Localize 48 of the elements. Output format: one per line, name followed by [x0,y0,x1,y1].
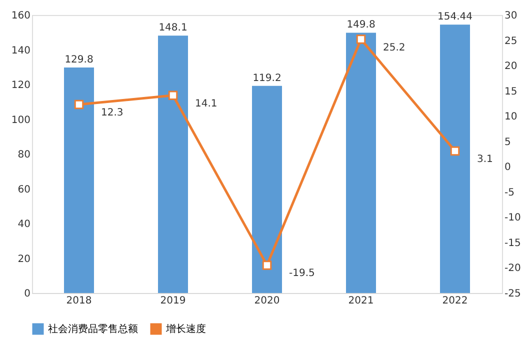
y-tick-label: 120 [11,80,30,91]
y2-tick-label: 30 [504,10,518,22]
bar [346,32,376,293]
y2-tick-label: -20 [504,263,521,274]
y2-tick-label: -10 [504,212,521,224]
x-tick-label: 2022 [442,296,468,306]
y-tick-label: 80 [18,150,30,160]
data-label: 14.1 [195,98,218,110]
y-tick-label: 20 [18,254,30,265]
point [450,146,460,156]
y2-tick-label: 5 [504,136,511,148]
data-label: 149.8 [346,20,376,31]
y2-tick-label: -5 [504,187,514,198]
point [74,100,84,110]
data-label: 25.2 [383,42,406,54]
data-label: 154.44 [438,12,472,23]
y2-tick-label: 25 [504,36,518,47]
y-tick-label: 160 [11,10,30,22]
legend-label: 社会消费品零售总额 [48,323,138,335]
x-tick-label: 2019 [160,296,186,306]
y2-tick-label: -15 [504,238,521,249]
legend-label: 增长速度 [165,323,206,335]
bar [158,36,188,293]
data-label: 3.1 [477,154,493,165]
y-tick-label: 40 [18,219,30,230]
y-tick-label: 60 [18,184,30,196]
point [262,260,272,270]
y2-tick-label: 15 [504,86,518,98]
x-tick-label: 2020 [254,296,280,306]
x-tick-label: 2018 [66,296,92,306]
x-tick-label: 2021 [348,296,374,306]
bar [252,86,282,293]
y-tick-label: 0 [24,288,30,300]
y2-tick-label: 0 [504,162,511,174]
y-tick-label: 140 [11,45,30,56]
data-label: 119.2 [252,72,282,84]
y2-tick-label: 10 [504,112,518,123]
data-label: 12.3 [101,107,124,118]
data-label: 148.1 [158,22,188,34]
point [168,90,178,100]
bar [440,24,470,293]
y2-tick-label: 20 [504,61,518,72]
bar [64,67,94,293]
data-label: 129.8 [64,54,94,66]
y-tick-label: 100 [11,114,30,126]
data-label: -19.5 [289,268,315,280]
y2-tick-label: -25 [504,288,521,300]
point [356,34,366,44]
